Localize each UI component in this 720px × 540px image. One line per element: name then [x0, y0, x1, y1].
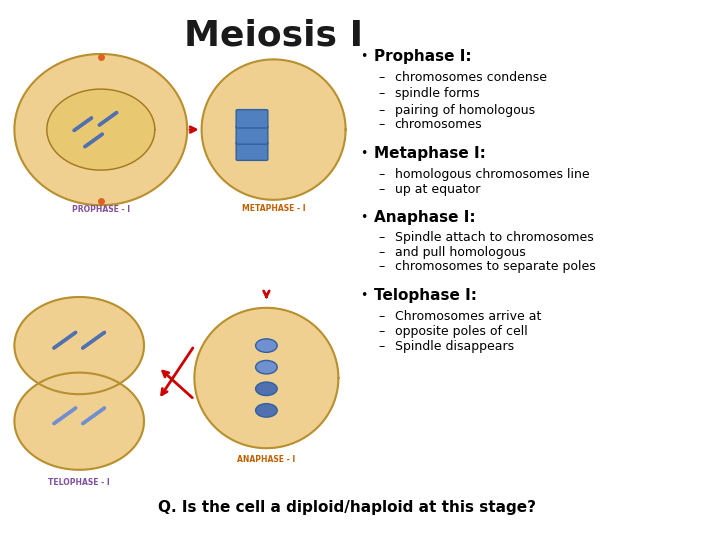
Text: chromosomes condense: chromosomes condense [395, 71, 546, 84]
Text: –: – [379, 325, 384, 338]
Ellipse shape [256, 339, 277, 352]
Text: chromosomes: chromosomes [395, 118, 482, 131]
Text: and pull homologous: and pull homologous [395, 246, 526, 259]
Text: pairing of homologous: pairing of homologous [395, 104, 535, 117]
Text: PROPHASE - I: PROPHASE - I [72, 205, 130, 214]
Text: Anaphase I:: Anaphase I: [374, 210, 476, 225]
Text: Prophase I:: Prophase I: [374, 49, 472, 64]
Ellipse shape [256, 404, 277, 417]
Text: Q. Is the cell a diploid/haploid at this stage?: Q. Is the cell a diploid/haploid at this… [158, 500, 536, 515]
Text: Chromosomes arrive at: Chromosomes arrive at [395, 310, 541, 323]
FancyBboxPatch shape [236, 110, 268, 128]
Text: ANAPHASE - I: ANAPHASE - I [238, 455, 295, 464]
Text: •: • [360, 147, 367, 160]
Text: –: – [379, 87, 384, 100]
Text: Spindle attach to chromosomes: Spindle attach to chromosomes [395, 231, 593, 244]
Polygon shape [202, 59, 346, 200]
Text: TELOPHASE - I: TELOPHASE - I [48, 478, 110, 487]
Text: METAPHASE - I: METAPHASE - I [242, 204, 305, 213]
Text: –: – [379, 246, 384, 259]
Text: Telophase I:: Telophase I: [374, 288, 477, 303]
Text: –: – [379, 260, 384, 273]
Text: –: – [379, 310, 384, 323]
Text: Meiosis I: Meiosis I [184, 19, 363, 53]
Text: •: • [360, 289, 367, 302]
Ellipse shape [256, 382, 277, 395]
Polygon shape [194, 308, 338, 448]
Text: –: – [379, 340, 384, 353]
Text: chromosomes to separate poles: chromosomes to separate poles [395, 260, 595, 273]
Text: –: – [379, 104, 384, 117]
Polygon shape [14, 297, 144, 394]
Text: Spindle disappears: Spindle disappears [395, 340, 513, 353]
Text: Metaphase I:: Metaphase I: [374, 146, 486, 161]
Text: •: • [360, 50, 367, 63]
Text: •: • [360, 211, 367, 224]
Polygon shape [47, 89, 155, 170]
Text: –: – [379, 183, 384, 196]
Text: opposite poles of cell: opposite poles of cell [395, 325, 527, 338]
Text: –: – [379, 231, 384, 244]
Text: –: – [379, 168, 384, 181]
FancyBboxPatch shape [236, 142, 268, 160]
Text: up at equator: up at equator [395, 183, 480, 196]
Text: spindle forms: spindle forms [395, 87, 480, 100]
Text: –: – [379, 118, 384, 131]
Polygon shape [14, 373, 144, 470]
FancyBboxPatch shape [236, 126, 268, 144]
Text: –: – [379, 71, 384, 84]
Text: homologous chromosomes line: homologous chromosomes line [395, 168, 589, 181]
Ellipse shape [256, 361, 277, 374]
Polygon shape [14, 54, 187, 205]
